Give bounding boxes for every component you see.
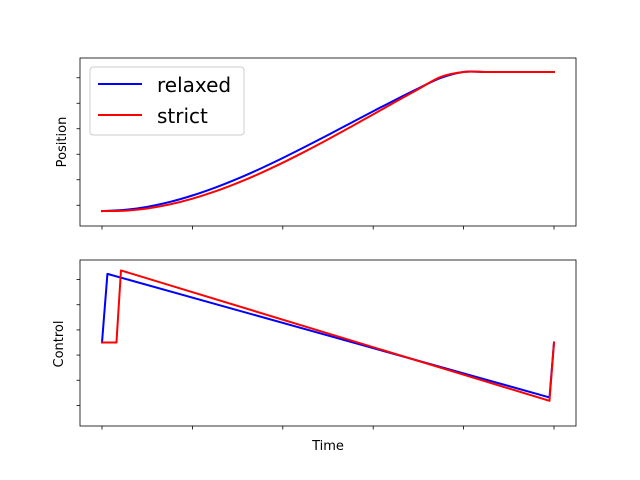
position-axes-frame [79,57,577,227]
control-x-ticks [101,426,555,430]
control-panel: Control Time [52,259,577,454]
control-series-strict [101,269,556,402]
position-y-ticks [76,77,80,206]
position-y-axis-label: Position [55,117,70,168]
control-series [100,269,556,402]
position-x-ticks [101,226,555,230]
legend: relaxed strict [89,66,245,136]
position-series [100,70,555,213]
legend-label-strict: strict [157,104,208,128]
position-panel: Position relaxed strict [55,57,577,230]
position-series-strict [100,70,555,213]
control-axes-frame [79,259,577,427]
control-y-axis-label: Control [52,321,67,368]
time-x-axis-label: Time [311,439,344,454]
control-y-ticks [76,279,80,406]
legend-label-relaxed: relaxed [157,73,231,97]
